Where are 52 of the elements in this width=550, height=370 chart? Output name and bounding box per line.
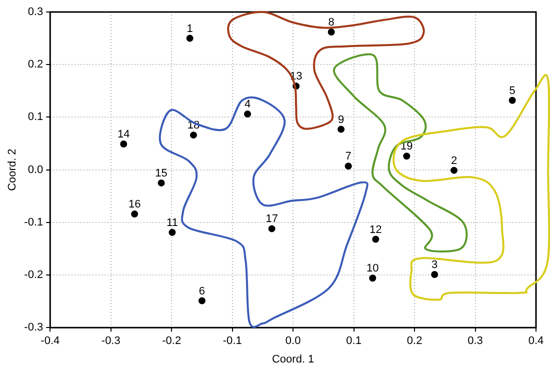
x-tick-label: 0.4: [528, 335, 544, 348]
annotation: 15: [155, 167, 168, 180]
annotation: 2: [450, 154, 458, 167]
annotation: 7: [345, 150, 352, 163]
point: [120, 140, 128, 148]
point: [403, 152, 410, 160]
y-tick-label: -0.1: [24, 216, 44, 228]
point: [369, 274, 376, 282]
annotation: 5: [509, 84, 516, 97]
annotation: 6: [198, 285, 206, 298]
x-tick-label: -0.4: [40, 335, 60, 348]
y-tick-label: 0.1: [28, 111, 44, 124]
point: [244, 110, 252, 118]
annotation: 16: [128, 198, 141, 211]
x-tick-label: 0.2: [406, 335, 422, 348]
point: [131, 210, 138, 218]
y-tick-label: 0.0: [28, 164, 44, 176]
point: [338, 126, 345, 133]
annotation: 10: [366, 262, 379, 275]
annotation: 9: [338, 114, 344, 126]
x-tick-label: 0.3: [468, 335, 483, 348]
point: [508, 96, 516, 104]
point: [344, 162, 352, 170]
point: [431, 270, 438, 278]
y-tick-label: 0.2: [28, 58, 44, 71]
y-tick-label: -0.2: [24, 269, 44, 282]
y-axis-title: Coord. 2: [6, 148, 19, 191]
x-tick-label: 0.0: [285, 335, 301, 348]
y-tick-label: -0.3: [24, 322, 44, 334]
point: [268, 225, 276, 232]
x-axis-title: Coord. 1: [272, 353, 314, 366]
point: [328, 28, 335, 36]
annotation: 3: [432, 259, 438, 272]
point: [186, 34, 194, 42]
x-tick-label: -0.2: [162, 335, 182, 348]
annotation: 1: [186, 22, 193, 35]
annotation: 14: [118, 128, 130, 141]
annotation: 11: [166, 216, 178, 229]
point: [198, 297, 206, 304]
annotation: 17: [266, 213, 278, 226]
x-tick-label: -0.3: [101, 335, 120, 348]
x-tick-label: -0.1: [222, 335, 242, 348]
point: [158, 179, 165, 186]
annotation: 4: [244, 98, 251, 111]
point: [372, 236, 380, 243]
point: [450, 166, 458, 174]
point: [168, 228, 176, 236]
annotation: 12: [370, 224, 382, 236]
point: [190, 132, 197, 139]
y-tick-label: 0.3: [28, 6, 44, 18]
annotation: 8: [328, 16, 334, 29]
x-tick-label: 0.1: [346, 335, 362, 348]
